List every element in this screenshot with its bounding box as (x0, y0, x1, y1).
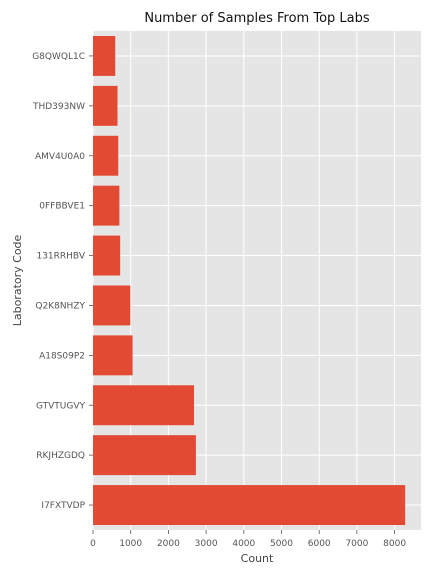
y-tick-label: G8QWQL1C (32, 52, 85, 62)
x-tick-label: 8000 (383, 539, 406, 549)
x-tick-label: 6000 (308, 539, 331, 549)
chart-title: Number of Samples From Top Labs (144, 11, 370, 26)
y-axis-label: Laboratory Code (11, 234, 24, 326)
x-tick-label: 5000 (270, 539, 293, 549)
y-tick-label: GTVTUGVY (36, 401, 86, 411)
bar-amv4u0a0 (93, 135, 119, 176)
bar-gtvtugvy (93, 385, 195, 426)
x-tick-label: 7000 (345, 539, 368, 549)
bar-i7fxtvdp (93, 485, 406, 526)
ticks-layer: 0 1000 2000 3000 4000 5000 6000 7000 8000 I7FXTVD… (32, 52, 406, 549)
bar-rkjhzgdq (93, 435, 196, 476)
y-tick-label: Q2K8NHZY (35, 301, 85, 311)
bars-layer (93, 35, 406, 526)
bar-a18s09p2 (93, 335, 133, 376)
x-tick-label: 1000 (119, 539, 142, 549)
x-axis-label: Count (241, 552, 274, 565)
y-tick-label: THD393NW (32, 102, 85, 112)
bar-131rrhbv (93, 235, 121, 276)
bar-0ffbbve1 (93, 185, 120, 226)
x-tick-label: 3000 (195, 539, 218, 549)
x-tick-label: 4000 (232, 539, 255, 549)
y-tick-label: AMV4U0A0 (35, 152, 85, 162)
y-tick-label: RKJHZGDQ (36, 451, 85, 461)
y-tick-label: 131RRHBV (36, 252, 85, 262)
bar-q2k8nhzy (93, 285, 131, 326)
x-tick-label: 2000 (157, 539, 180, 549)
x-tick-label: 0 (90, 539, 96, 549)
bar-g8qwql1c (93, 35, 116, 76)
y-tick-label: I7FXTVDP (41, 501, 85, 511)
y-tick-label: 0FFBBVE1 (39, 202, 85, 212)
y-tick-label: A18S09P2 (39, 351, 85, 361)
bar-thd393nw (93, 85, 118, 126)
